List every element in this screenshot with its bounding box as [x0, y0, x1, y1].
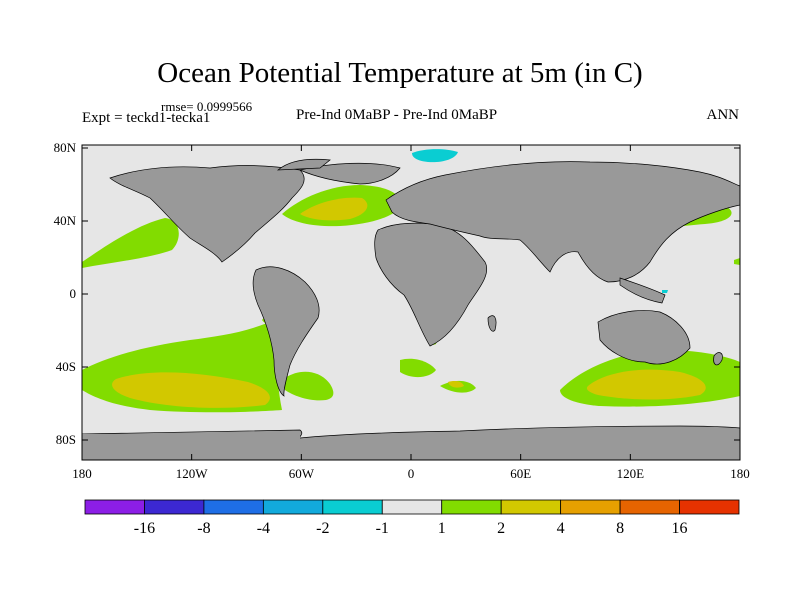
land-south-america — [252, 266, 320, 397]
colorbar-label: 1 — [438, 520, 446, 537]
colorbar-label: 16 — [672, 520, 688, 537]
colorbar-label: -16 — [134, 520, 155, 537]
land-madagascar — [487, 315, 497, 332]
colorbar-swatch — [322, 499, 383, 515]
colorbar-label: -2 — [316, 520, 329, 537]
y-tick-label: 0 — [70, 286, 77, 301]
anomaly-south-pacific-core — [112, 372, 270, 408]
season-label: ANN — [706, 107, 740, 123]
colorbar-swatch — [560, 499, 621, 515]
y-tick-label: 80S — [56, 432, 76, 447]
anomaly-south-indian-west-core — [448, 381, 464, 388]
y-tick-label: 40N — [54, 213, 77, 228]
anomaly-cape-region — [400, 358, 436, 378]
map-title: Ocean Potential Temperature at 5m (in C) — [157, 57, 643, 89]
colorbar-label: 8 — [616, 520, 624, 537]
colorbar-swatch — [679, 499, 740, 515]
colorbar-label: -1 — [376, 520, 389, 537]
colorbar-swatch — [619, 499, 680, 515]
map-plot-area — [82, 145, 740, 460]
land-eurasia — [385, 161, 740, 283]
colorbar-swatch — [381, 499, 443, 515]
colorbar-label: 4 — [557, 520, 565, 537]
anomaly-north-atlantic-core — [300, 197, 368, 221]
x-tick-label: 180 — [72, 466, 92, 481]
anomaly-south-indian-core — [586, 369, 706, 400]
x-tick-label: 0 — [408, 466, 415, 481]
anomaly-arctic-negative — [412, 149, 458, 163]
land-north-america — [109, 165, 305, 263]
land-indonesia — [619, 277, 666, 304]
comparison-label: Pre-Ind 0MaBP - Pre-Ind 0MaBP — [296, 107, 498, 123]
rmse-label: rmse= 0.0999566 — [161, 99, 253, 114]
colorbar-swatch — [144, 499, 205, 515]
colorbar-label: 2 — [497, 520, 505, 537]
colorbar-swatch — [84, 499, 145, 515]
x-tick-label: 120W — [176, 466, 209, 481]
experiment-label: Expt = teckd1-tecka1 — [82, 110, 211, 126]
anomaly-north-pacific — [82, 218, 179, 268]
x-tick-label: 120E — [617, 466, 645, 481]
x-tick-label: 180 — [730, 466, 750, 481]
land-arctic-islands — [276, 158, 331, 171]
land-new-zealand — [713, 352, 723, 366]
y-tick-label: 40S — [56, 359, 76, 374]
colorbar-label: -4 — [257, 520, 270, 537]
colorbar: -16 -8 -4 -2 -1 1 2 4 8 16 — [84, 499, 740, 537]
colorbar-swatch — [203, 499, 264, 515]
anomaly-indonesia-negative — [662, 290, 668, 293]
anomaly-south-atlantic — [285, 371, 334, 401]
colorbar-swatch — [262, 499, 324, 515]
y-axis: 80N 40N 0 40S 80S — [54, 140, 740, 447]
y-tick-label: 80N — [54, 140, 77, 155]
x-tick-label: 60E — [510, 466, 531, 481]
land-antarctica-west — [82, 434, 300, 460]
x-axis: 180 120W 60W 0 60E 120E 180 — [72, 145, 750, 481]
land-greenland — [298, 162, 401, 185]
x-tick-label: 60W — [289, 466, 315, 481]
land-australia — [597, 310, 691, 365]
colorbar-swatch — [500, 499, 562, 515]
colorbar-swatch — [441, 499, 502, 515]
anomaly-east-pacific — [734, 258, 740, 265]
colorbar-label: -8 — [197, 520, 210, 537]
